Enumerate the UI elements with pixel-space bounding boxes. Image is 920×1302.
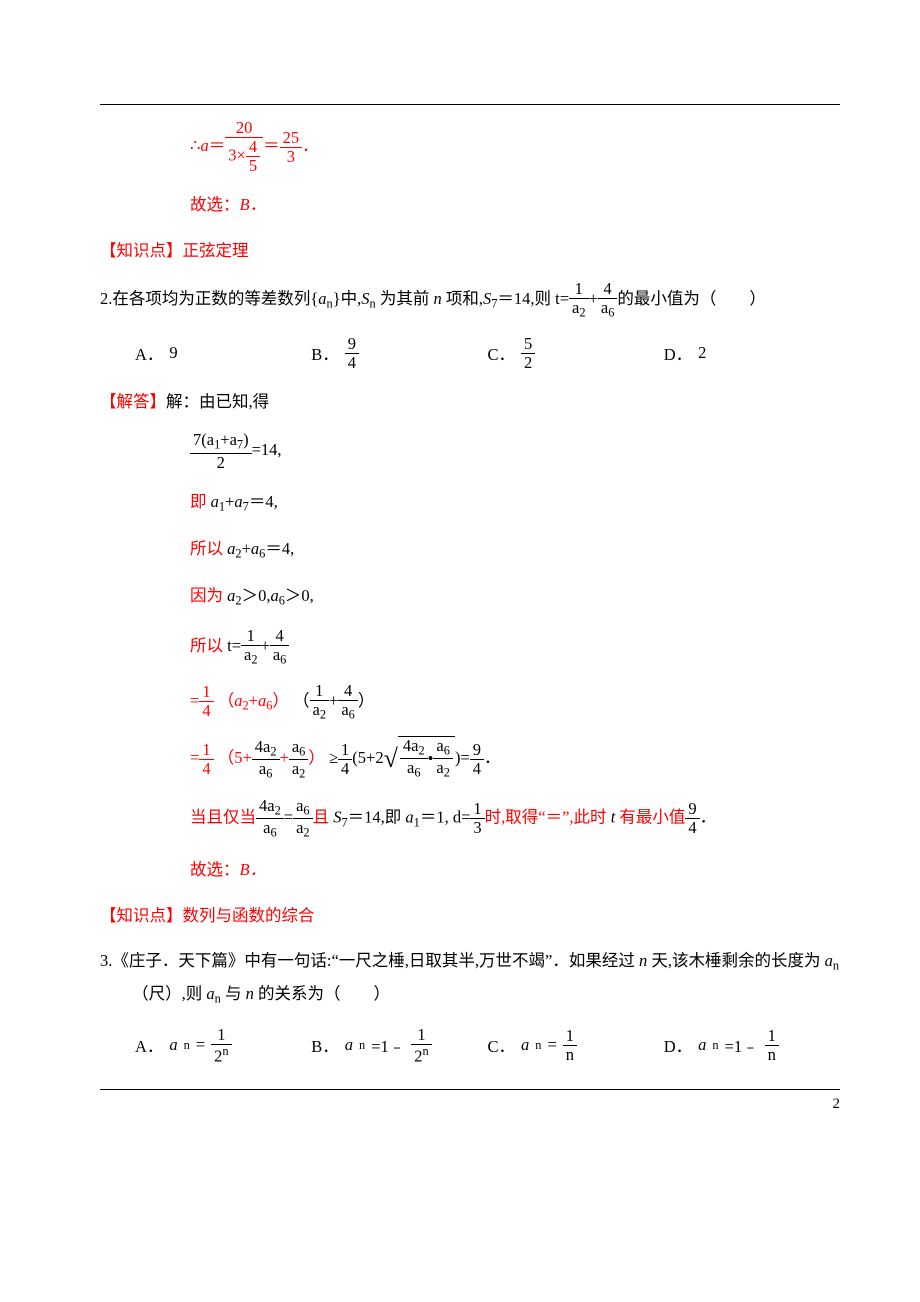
q2-sol-line5: 所以 t= 1 a2 + 4 a6 bbox=[190, 627, 840, 667]
therefore: ∴ bbox=[190, 136, 201, 155]
q3-options: A． an=12n B． an=1﹣12n C． an=1n D． an=1﹣1… bbox=[135, 1026, 840, 1066]
f1-num: 20 bbox=[225, 119, 263, 138]
q2-optC: C．52 bbox=[488, 335, 664, 372]
q3-optB: B． an=1﹣12n bbox=[311, 1026, 487, 1066]
top-rule bbox=[100, 104, 840, 105]
q3-stem: 3.《庄子．天下篇》中有一句话:“一尺之棰,日取其半,万世不竭”．如果经过 n … bbox=[100, 945, 840, 1011]
q2-options: A．9 B．94 C．52 D．2 bbox=[135, 335, 840, 372]
s1-answer: 故选：B． bbox=[190, 189, 840, 220]
q2-stem: 2.在各项均为正数的等差数列{an}中,Sn 为其前 n 项和,S7＝14,则 … bbox=[100, 280, 840, 320]
q3-optC: C． an=1n bbox=[488, 1026, 664, 1066]
q2-optD: D．2 bbox=[664, 335, 840, 372]
q2-sol-line4: 因为 a2＞0,a6＞0, bbox=[190, 580, 840, 613]
q2-eqline: 当且仅当4a2a6=a6a2且 S7＝14,即 a1＝1, d=13时,取得“＝… bbox=[190, 797, 840, 841]
q2-optB: B．94 bbox=[311, 335, 487, 372]
s1-var-a: a bbox=[201, 136, 209, 155]
q2-sol-head: 【解答】解：由已知,得 bbox=[100, 386, 840, 417]
q2-sol-line1: 7(a1+a7) 2 =14, bbox=[190, 431, 840, 471]
s1-conclusion: ∴a＝ 20 3×45 ＝ 25 3 ． bbox=[190, 119, 840, 175]
q3-optA: A． an=12n bbox=[135, 1026, 311, 1066]
page-number: 2 bbox=[100, 1096, 840, 1113]
q2-answer: 故选：B． bbox=[190, 854, 840, 885]
q2-sol-line2: 即 a1+a7＝4, bbox=[190, 486, 840, 519]
q2-kp: 【知识点】数列与函数的综合 bbox=[100, 900, 840, 931]
bottom-rule bbox=[100, 1089, 840, 1090]
s1-kp: 【知识点】正弦定理 bbox=[100, 235, 840, 266]
q2-optA: A．9 bbox=[135, 335, 311, 372]
q2-ec1: = 14 （a2+a6） （ 1 a2 + 4 a6 ） bbox=[190, 682, 840, 722]
q2-ec2: =14 （5+4a2a6+a6a2） ≥14(5+2√4a2a6•a6a2)=9… bbox=[190, 736, 840, 783]
q3-optD: D． an=1﹣1n bbox=[664, 1026, 840, 1066]
q2-sol-line3: 所以 a2+a6＝4, bbox=[190, 533, 840, 566]
